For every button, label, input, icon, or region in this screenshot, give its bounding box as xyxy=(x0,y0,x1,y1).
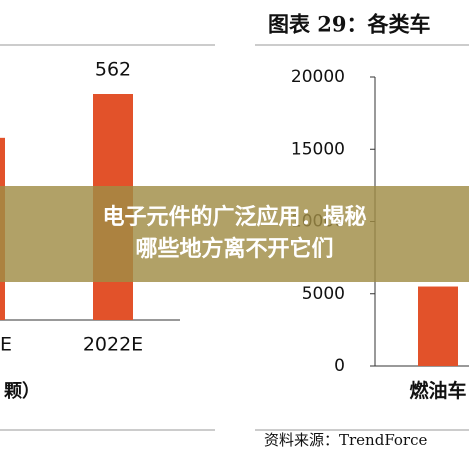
bar xyxy=(418,286,458,366)
x-tick-label: E xyxy=(0,334,12,356)
y-tick-label: 15000 xyxy=(291,139,345,159)
x-tick-label: 燃油车 xyxy=(409,379,466,402)
banner-line: 电子元件的广泛应用：揭秘 xyxy=(102,205,367,230)
axis-label: 颗） xyxy=(4,381,40,402)
banner-line: 哪些地方离不开它们 xyxy=(135,237,334,262)
banner: 电子元件的广泛应用：揭秘 哪些地方离不开它们 xyxy=(0,186,469,282)
y-tick-label: 20000 xyxy=(291,67,345,87)
y-tick-label: 5000 xyxy=(302,284,345,304)
x-tick-label: 2022E xyxy=(83,334,143,356)
y-tick-label: 0 xyxy=(334,356,345,376)
value-label: 562 xyxy=(95,59,131,81)
source: 资料来源：TrendForce xyxy=(264,431,428,449)
chart-title: 图表 29：各类车 xyxy=(268,12,431,37)
